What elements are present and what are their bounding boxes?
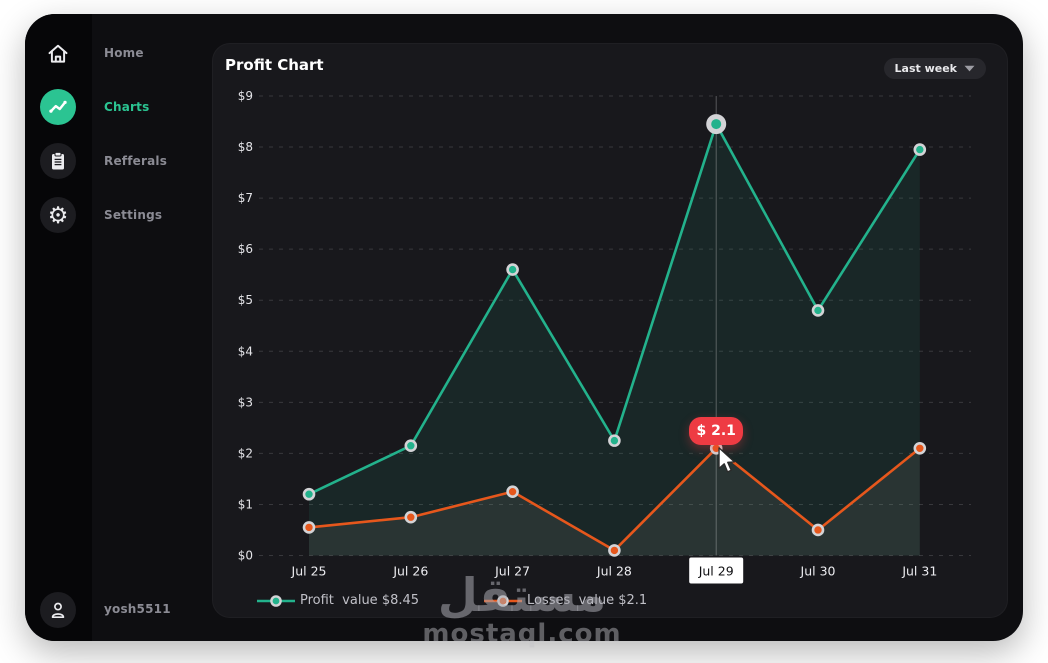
svg-text:$1: $1 <box>238 497 253 511</box>
svg-text:Jul 31: Jul 31 <box>901 564 937 579</box>
clipboard-icon <box>48 151 68 171</box>
sidebar-icon-settings[interactable]: ⚙ <box>40 197 76 233</box>
sidebar-item-referrals[interactable]: Refferals <box>104 154 168 168</box>
svg-text:Jul 29: Jul 29 <box>698 564 734 579</box>
svg-text:$8: $8 <box>238 140 253 154</box>
svg-text:$7: $7 <box>238 191 253 205</box>
sidebar-item-settings[interactable]: Settings <box>104 208 163 222</box>
svg-text:Jul 25: Jul 25 <box>291 564 327 579</box>
chart-legend: Profit value $8.45 Losses value $2.1 <box>256 593 647 608</box>
profit-losses-chart[interactable]: $0 $1 $2 $3 $4 $5 $6 $7 $8 $9 Jul 25 Jul 26 Jul 27 Ju… <box>213 44 1009 619</box>
profit-legend-label: Profit value $8.45 <box>300 593 420 608</box>
person-icon <box>48 600 68 620</box>
chevron-down-icon <box>964 65 975 72</box>
svg-text:Jul 30: Jul 30 <box>800 564 836 579</box>
svg-text:$2: $2 <box>238 446 253 460</box>
sidebar-icon-user[interactable] <box>40 592 76 628</box>
svg-text:$4: $4 <box>238 344 253 358</box>
svg-text:$9: $9 <box>238 89 253 103</box>
sidebar-rail: ⚙ <box>25 14 92 641</box>
svg-text:Jul 28: Jul 28 <box>596 564 632 579</box>
sidebar-item-charts[interactable]: Charts <box>104 100 150 114</box>
profit-legend-marker <box>256 594 296 608</box>
chart-icon <box>47 96 69 118</box>
svg-text:Jul 26: Jul 26 <box>392 564 428 579</box>
chart-panel: Profit Chart Last week $0 $1 $2 $3 $4 $5 $6 $7 $… <box>212 43 1008 618</box>
sidebar-item-home[interactable]: Home <box>104 46 144 60</box>
svg-text:$0: $0 <box>238 549 253 563</box>
range-dropdown[interactable]: Last week <box>883 58 986 79</box>
mouse-cursor <box>717 447 737 473</box>
username-label: yosh5511 <box>104 602 171 616</box>
legend-item-profit[interactable]: Profit value $8.45 <box>256 593 419 608</box>
sidebar-icon-home[interactable] <box>40 36 76 72</box>
losses-legend-label: Losses value $2.1 <box>527 593 648 608</box>
svg-text:Jul 27: Jul 27 <box>494 564 530 579</box>
chart-tooltip: $ 2.1 <box>689 417 744 446</box>
home-icon <box>46 42 70 66</box>
losses-legend-marker <box>483 594 523 608</box>
app-window: ⚙ Home Charts Refferals Settings yosh551… <box>25 14 1023 641</box>
svg-text:$6: $6 <box>238 242 253 256</box>
svg-text:$3: $3 <box>238 395 253 409</box>
legend-item-losses[interactable]: Losses value $2.1 <box>483 593 647 608</box>
range-dropdown-label: Last week <box>894 62 957 75</box>
svg-text:$5: $5 <box>238 293 253 307</box>
gear-icon: ⚙ <box>47 201 69 228</box>
page-title: Profit Chart <box>225 56 324 74</box>
sidebar-icon-referrals[interactable] <box>40 143 76 179</box>
sidebar-icon-charts[interactable] <box>40 89 76 125</box>
